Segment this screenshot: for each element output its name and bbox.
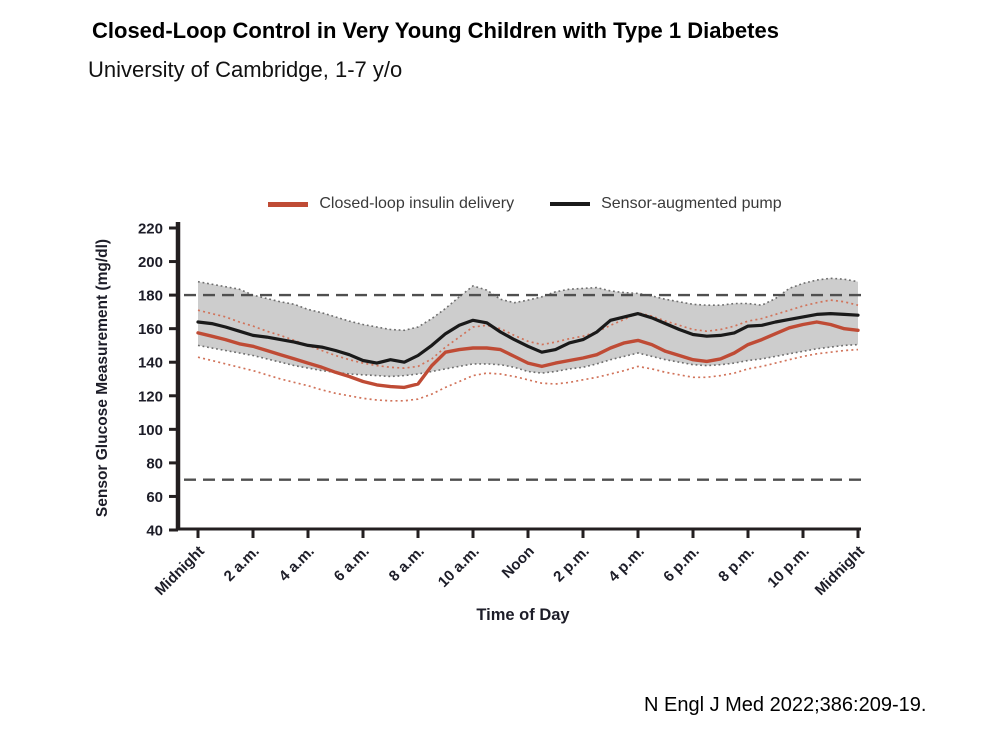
slide-title: Closed-Loop Control in Very Young Childr… xyxy=(92,18,779,43)
x-tick-label: 10 p.m. xyxy=(764,543,813,592)
y-tick-label: 40 xyxy=(146,523,163,540)
y-tick-label: 100 xyxy=(138,422,163,439)
legend-item-closed-loop: Closed-loop insulin delivery xyxy=(268,195,514,213)
y-tick-label: 140 xyxy=(138,355,163,372)
citation: N Engl J Med 2022;386:209-19. xyxy=(644,694,927,716)
y-tick-label: 180 xyxy=(138,288,163,305)
closed-loop-line-swatch xyxy=(268,201,309,207)
band-upper-edge xyxy=(197,277,859,332)
y-tick-label: 60 xyxy=(146,489,163,506)
y-tick-label: 160 xyxy=(138,321,163,338)
x-tick-label: 6 a.m. xyxy=(331,543,373,585)
x-tick-label: 8 a.m. xyxy=(386,543,428,585)
legend-label-sensor-augmented: Sensor-augmented pump xyxy=(601,195,782,212)
x-tick-label: 6 p.m. xyxy=(660,543,703,586)
legend-label-closed-loop: Closed-loop insulin delivery xyxy=(319,195,515,212)
y-tick-label: 80 xyxy=(146,455,163,472)
sensor-augmented-line-swatch xyxy=(550,202,591,206)
y-tick-label: 220 xyxy=(138,221,163,238)
x-tick-label: 10 a.m. xyxy=(435,543,483,591)
x-tick-label: 2 p.m. xyxy=(550,543,593,586)
iqr-band-sensor-augmented xyxy=(198,278,858,377)
closed-loop-median-line xyxy=(196,320,860,390)
y-tick-label: 120 xyxy=(138,388,163,405)
x-tick-label: Midnight xyxy=(812,543,868,599)
x-tick-label: 2 a.m. xyxy=(221,543,263,585)
y-tick-label: 200 xyxy=(138,254,163,271)
legend-item-sensor-augmented: Sensor-augmented pump xyxy=(550,195,782,213)
legend: Closed-loop insulin delivery Sensor-augm… xyxy=(175,195,875,213)
x-tick-label: 4 p.m. xyxy=(605,543,648,586)
sensor-augmented-median-line xyxy=(196,312,860,365)
x-tick-label: Midnight xyxy=(152,543,208,599)
x-tick-label: Noon xyxy=(499,543,538,582)
slide-subtitle: University of Cambridge, 1-7 y/o xyxy=(88,57,403,82)
x-tick-label: 8 p.m. xyxy=(715,543,758,586)
x-tick-label: 4 a.m. xyxy=(276,543,318,585)
x-axis-label: Time of Day xyxy=(476,606,570,624)
